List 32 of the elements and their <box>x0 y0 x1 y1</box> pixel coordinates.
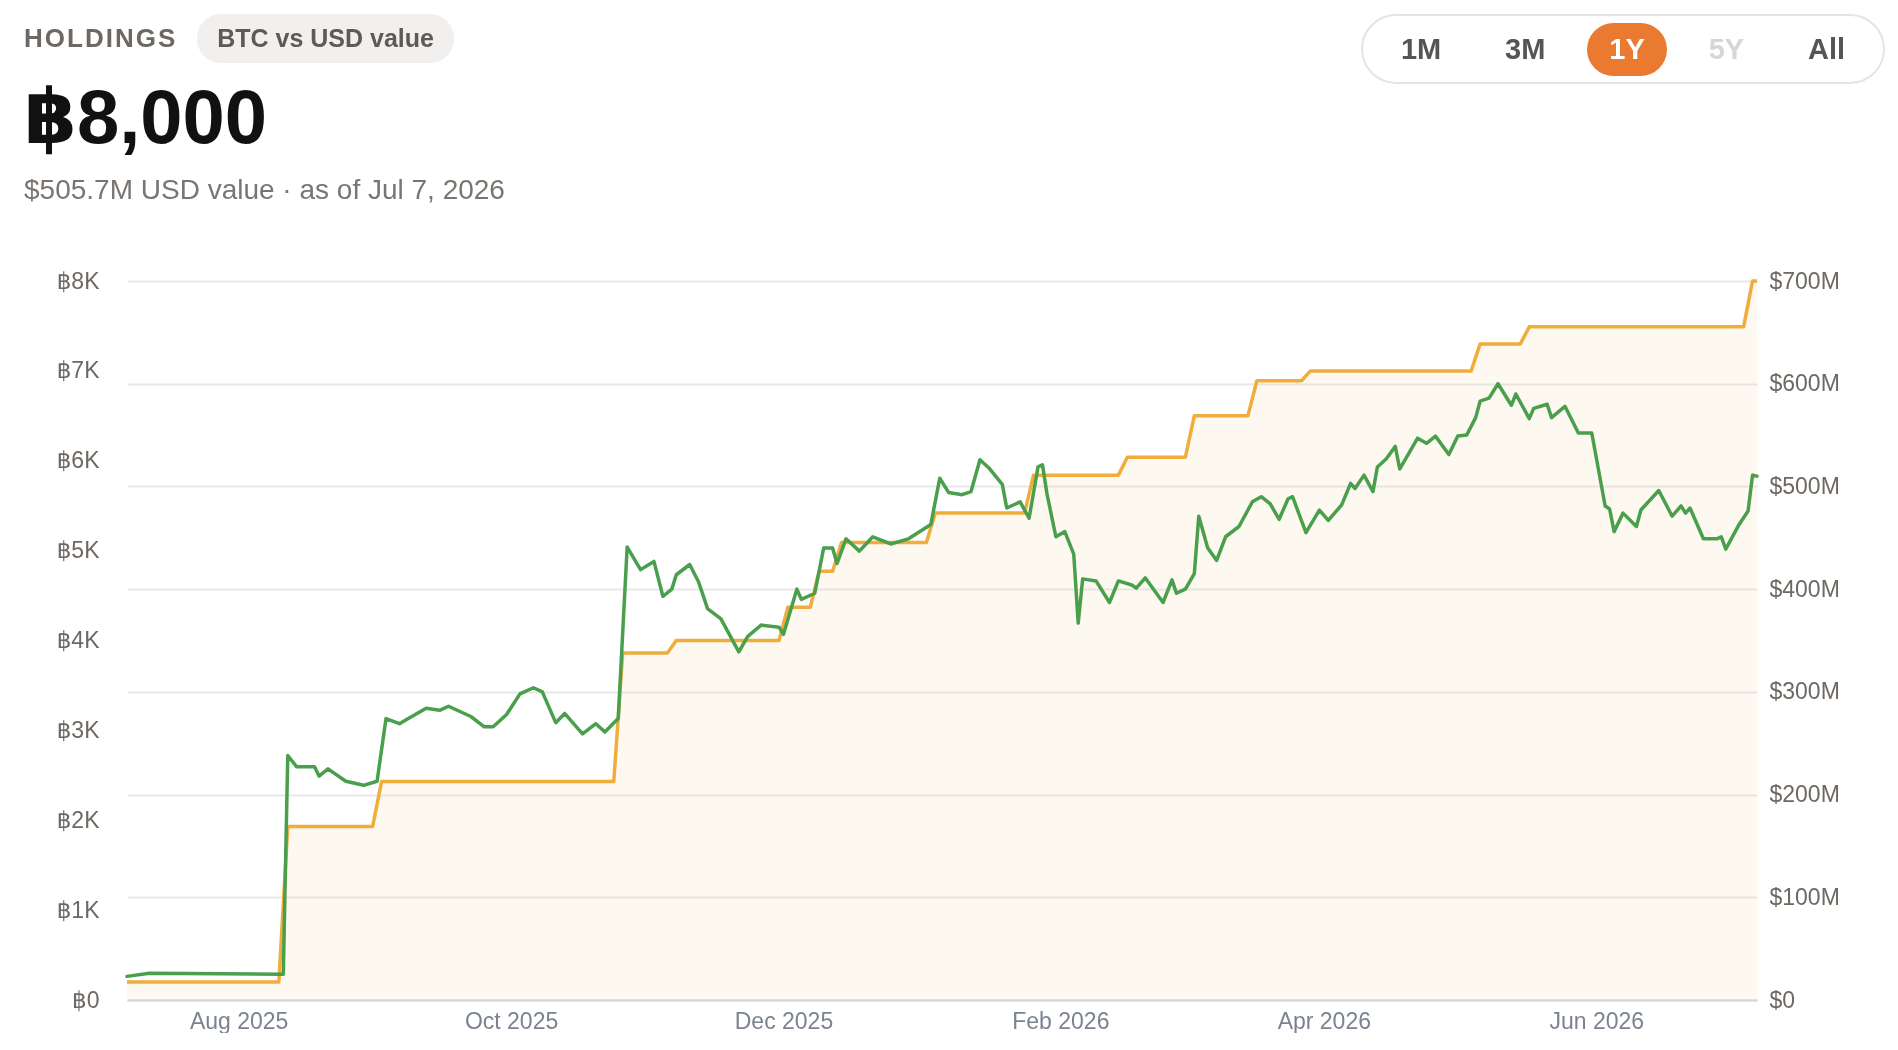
x-tick-label: Feb 2026 <box>1012 1007 1110 1034</box>
line-series <box>125 381 1759 979</box>
text: ฿8,000 <box>24 73 268 161</box>
x-tick-label: Apr 2026 <box>1277 1007 1371 1034</box>
y2-tick-label: $600M <box>1769 370 1840 397</box>
y2-tick-label: $400M <box>1769 575 1840 602</box>
y-tick-label: ฿8K <box>56 267 101 294</box>
y2-tick-label: $700M <box>1769 267 1840 294</box>
y-tick-label: ฿3K <box>56 716 101 743</box>
y-tick-label: ฿4K <box>56 627 101 653</box>
y2-tick-label: $500M <box>1769 472 1840 499</box>
y-tick-label: ฿2K <box>56 806 101 833</box>
x-tick-label: Aug 2025 <box>189 1007 289 1034</box>
text: $505.7M USD value · as of Jul 7, 2026 <box>24 174 505 206</box>
y-tick-label: ฿6K <box>56 447 101 474</box>
chart-subtitle: BTC vs USD value <box>197 14 454 63</box>
x-tick-label: Jun 2026 <box>1549 1007 1645 1034</box>
y-tick-label: ฿0 <box>72 986 100 1013</box>
x-tick-label: Oct 2025 <box>464 1007 559 1034</box>
text: All <box>1807 31 1847 67</box>
y-tick-label: ฿7K <box>56 357 101 384</box>
text: 3M <box>1504 31 1547 67</box>
y2-tick-label: $0 <box>1769 986 1796 1013</box>
y-tick-label: ฿1K <box>56 896 101 923</box>
y2-tick-label: $100M <box>1769 883 1840 910</box>
y2-tick-label: $200M <box>1769 781 1840 808</box>
y-tick-label: ฿5K <box>56 537 101 564</box>
chart-title: HOLDINGS <box>24 23 178 54</box>
text: 1Y <box>1587 22 1667 76</box>
text: 1M <box>1399 31 1443 67</box>
y2-tick-label: $300M <box>1769 678 1840 705</box>
x-tick-label: Dec 2025 <box>734 1007 834 1034</box>
